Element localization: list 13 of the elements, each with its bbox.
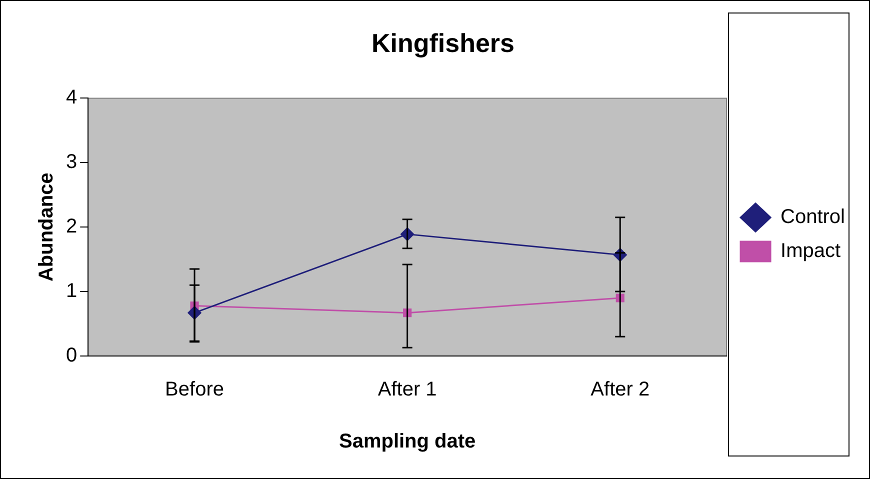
x-tick-label: Before [165, 378, 224, 401]
y-tick-label: 1 [66, 280, 78, 302]
y-tick-label: 3 [66, 151, 78, 174]
x-axis-title: Sampling date [338, 430, 476, 453]
x-tick-label: After 2 [590, 378, 650, 401]
y-axis-title: Abundance [36, 172, 58, 282]
y-tick-label: 0 [66, 344, 78, 367]
y-tick-label: 2 [66, 216, 78, 238]
y-tick-label: 4 [66, 86, 78, 109]
legend-label: Control [780, 206, 846, 228]
x-tick-label: After 1 [378, 378, 437, 401]
legend-label: Impact [780, 240, 841, 262]
chart-title: Kingfishers [371, 28, 515, 58]
